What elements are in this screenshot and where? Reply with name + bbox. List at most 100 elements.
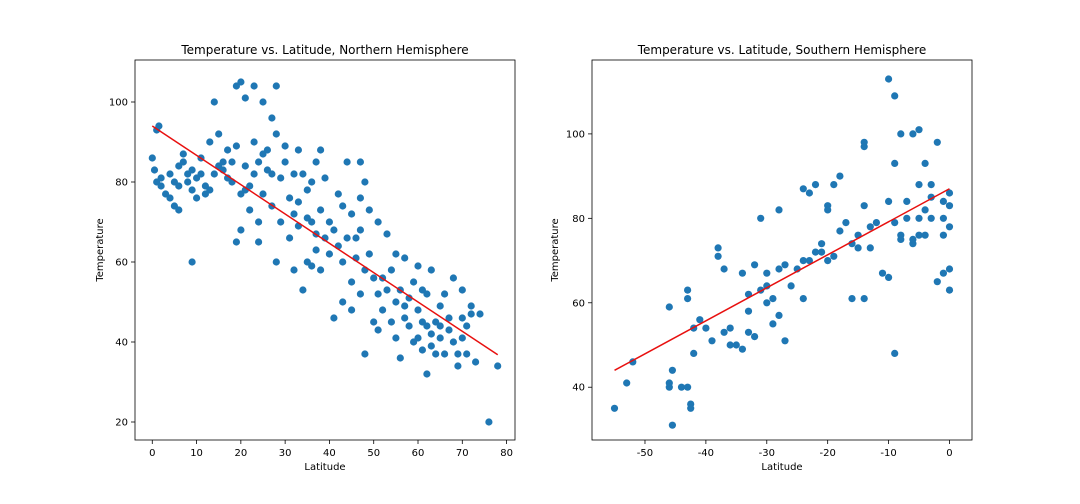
data-point [356, 158, 364, 166]
data-point [210, 98, 218, 106]
data-point [687, 404, 695, 412]
data-point [330, 314, 338, 322]
data-point [787, 282, 795, 290]
data-point [365, 206, 373, 214]
data-point [939, 269, 948, 277]
data-point [259, 190, 267, 198]
y-tick-label: 20 [115, 418, 128, 429]
data-point [732, 341, 740, 349]
data-point [677, 383, 686, 391]
data-point [299, 286, 307, 294]
data-point [427, 330, 435, 338]
data-point [824, 206, 832, 214]
data-point [250, 82, 258, 90]
data-point [299, 170, 307, 178]
data-point [423, 290, 431, 298]
southern-hemisphere-chart: Temperature vs. Latitude, Southern Hemis… [550, 43, 973, 473]
data-point [290, 266, 298, 274]
data-point [860, 138, 868, 146]
data-point [272, 258, 280, 266]
data-point [348, 210, 356, 218]
data-point [921, 231, 929, 239]
data-point [312, 158, 320, 166]
data-point [668, 366, 677, 374]
data-point [401, 302, 409, 310]
data-point [155, 122, 163, 130]
data-point [290, 170, 298, 178]
data-point [272, 82, 280, 90]
data-point [410, 278, 418, 286]
data-point [361, 178, 369, 186]
data-point [150, 166, 159, 174]
data-point [860, 295, 868, 303]
data-point [259, 98, 267, 106]
data-point [277, 174, 285, 182]
y-tick-label: 80 [115, 178, 128, 189]
data-point [370, 318, 378, 326]
data-point [805, 257, 814, 265]
data-point [348, 306, 356, 314]
data-point [414, 334, 422, 342]
data-point [872, 219, 881, 227]
data-point [818, 240, 826, 248]
data-point [215, 130, 223, 138]
data-point [720, 328, 728, 336]
data-point [241, 162, 249, 170]
y-tick-label: 100 [109, 98, 128, 109]
x-tick-label: 20 [234, 448, 247, 459]
data-point [374, 218, 382, 226]
x-tick-label: 50 [367, 448, 380, 459]
data-point [414, 306, 422, 314]
data-point [684, 286, 692, 294]
data-point [193, 194, 201, 202]
x-tick-label: -50 [637, 448, 653, 459]
data-point [897, 235, 905, 243]
x-tick-label: 0 [149, 448, 155, 459]
data-point [842, 219, 850, 227]
data-point [441, 290, 449, 298]
data-point [268, 170, 276, 178]
x-tick-label: 80 [500, 448, 513, 459]
data-point [325, 250, 333, 258]
data-point [294, 146, 302, 154]
data-point [866, 244, 874, 252]
data-point [878, 269, 887, 277]
data-point [308, 218, 316, 226]
data-point [441, 350, 449, 358]
data-point [188, 258, 196, 266]
data-point [237, 226, 245, 234]
data-point [885, 75, 893, 83]
data-point [903, 214, 911, 222]
data-point [915, 231, 923, 239]
data-point [387, 318, 395, 326]
data-point [356, 290, 364, 298]
data-point [485, 418, 493, 426]
data-point [909, 130, 917, 138]
data-point [781, 337, 789, 345]
data-point [811, 181, 820, 189]
data-point [690, 349, 698, 357]
data-point [423, 370, 431, 378]
data-point [939, 197, 948, 205]
data-point [897, 130, 905, 138]
data-point [738, 269, 747, 277]
data-point [374, 290, 382, 298]
data-point [188, 166, 196, 174]
data-point [317, 146, 325, 154]
data-point [423, 322, 431, 330]
data-point [763, 299, 771, 307]
data-point [339, 298, 347, 306]
data-point [281, 158, 289, 166]
data-point [206, 138, 214, 146]
data-point [610, 404, 619, 412]
regression-line [614, 188, 950, 371]
data-point [383, 286, 391, 294]
x-tick-label: 60 [412, 448, 425, 459]
data-point [744, 307, 753, 315]
data-point [281, 142, 289, 150]
data-point [449, 274, 457, 282]
data-point [476, 310, 484, 318]
data-point [427, 342, 435, 350]
data-point [321, 174, 329, 182]
